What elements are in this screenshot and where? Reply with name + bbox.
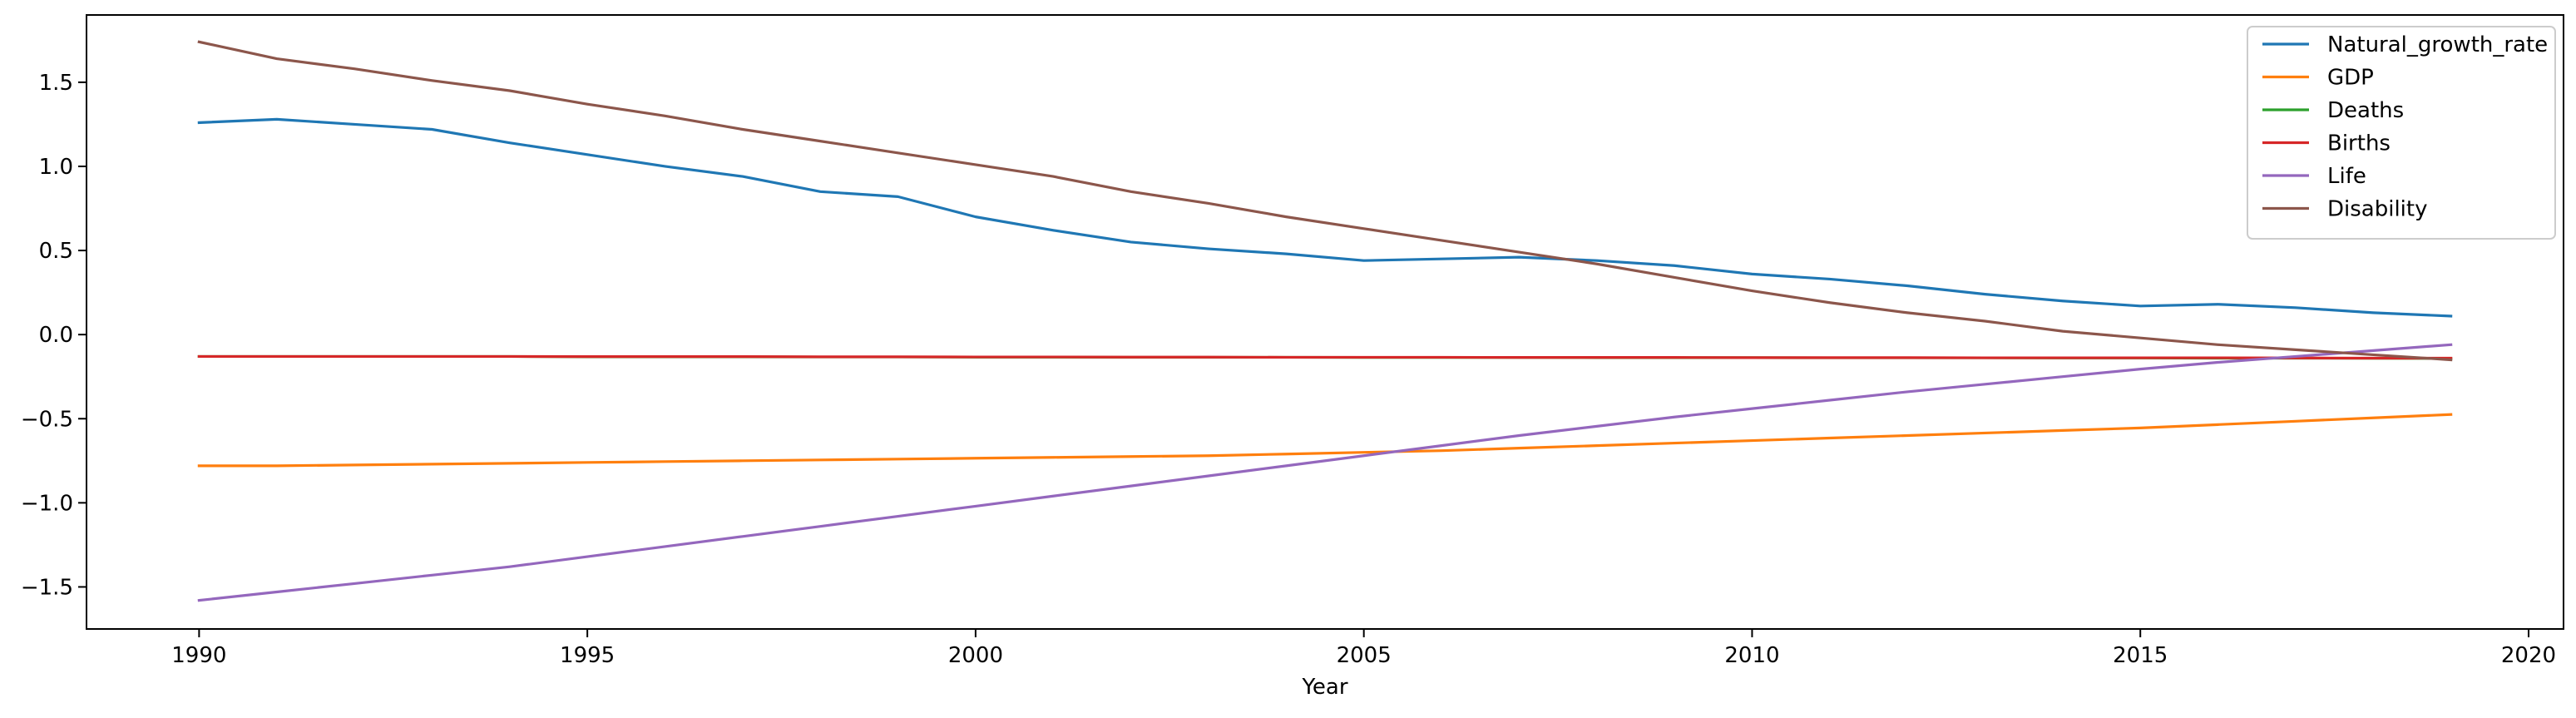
legend-box [2247,26,2556,240]
x-tick-label-1995: 1995 [560,643,615,668]
y-tick-label-0-5: 0.5 [39,239,73,264]
legend-label-gdp: GDP [2327,66,2374,91]
series-line-life [197,343,2453,602]
y-tick-label-1-0: −1.0 [21,491,73,516]
x-tick-label-2010: 2010 [1724,643,1779,668]
y-tick-label-0-5: −0.5 [21,407,73,432]
y-tick-label-1-5: −1.5 [21,575,73,600]
y-tick-label-1-0: 1.0 [39,155,73,180]
plot-frame [86,14,2564,630]
legend-label-disability: Disability [2327,197,2427,222]
legend-label-life: Life [2327,164,2366,189]
x-axis-label: Year [1301,675,1347,700]
x-tick-label-1990: 1990 [171,643,226,668]
x-tick-label-2020: 2020 [2501,643,2556,668]
x-tick-label-2000: 2000 [948,643,1003,668]
legend-label-births: Births [2327,131,2391,156]
series-line-births [197,354,2453,360]
series-line-gdp [197,413,2453,468]
x-axis: 1990 1995 2000 2005 2010 2015 2020 [171,629,2556,668]
legend-label-deaths: Deaths [2327,98,2404,123]
y-tick-label-1-5: 1.5 [39,71,73,96]
series-line-natural-growth-rate [197,117,2453,318]
y-axis: −1.5 −1.0 −0.5 0.0 0.5 1.0 1.5 [21,71,87,600]
x-tick-label-2005: 2005 [1337,643,1392,668]
legend-label-natural-growth-rate: Natural_growth_rate [2327,32,2548,57]
y-tick-label-0-0: 0.0 [39,323,73,348]
series-layer [197,40,2453,602]
series-line-disability [197,40,2453,362]
legend: Natural_growth_rate GDP Deaths Births Life Di… [2247,26,2556,240]
x-tick-label-2015: 2015 [2113,643,2168,668]
